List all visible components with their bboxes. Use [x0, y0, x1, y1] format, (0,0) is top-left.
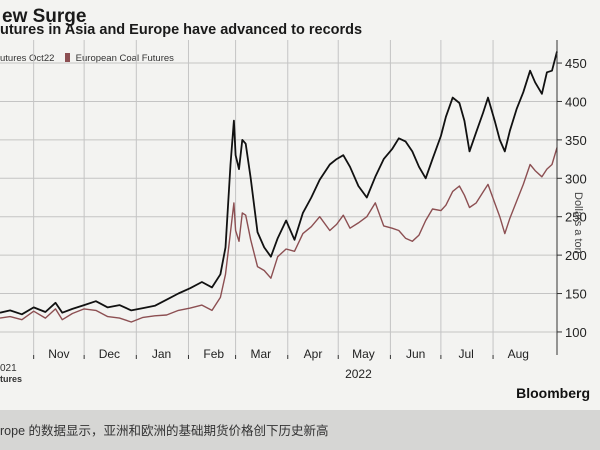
- legend-swatch-europe: [65, 53, 71, 62]
- legend: utures Oct22 European Coal Futures: [0, 53, 174, 67]
- x-tick-label: Jan: [152, 347, 171, 361]
- y-tick-label: 150: [565, 287, 587, 302]
- footer-left-label: tures: [0, 374, 23, 384]
- chart-card: ew Surge utures in Asia and Europe have …: [0, 0, 600, 410]
- series-line-europe: [0, 147, 558, 323]
- y-tick-label: 300: [565, 171, 587, 186]
- x-tick-label: Nov: [48, 347, 69, 361]
- x-tick-label: Aug: [508, 347, 529, 361]
- x-tick-label: Apr: [304, 347, 323, 361]
- x-tick-label: Jul: [458, 347, 473, 361]
- x-tick-label: Mar: [250, 347, 271, 361]
- chart-title: ew Surge: [2, 6, 87, 27]
- y-tick-label: 250: [565, 210, 587, 225]
- year-label-left: 021: [0, 363, 17, 374]
- legend-label-asia: utures Oct22: [0, 53, 55, 64]
- x-tick-label: Jun: [406, 347, 425, 361]
- y-tick-label: 350: [565, 133, 587, 148]
- x-tick-label: May: [352, 347, 375, 361]
- y-axis-title: Dollars a ton: [572, 192, 584, 254]
- x-tick-label: Dec: [99, 347, 120, 361]
- bloomberg-logo: Bloomberg: [516, 385, 590, 401]
- legend-label-europe: European Coal Futures: [75, 53, 174, 64]
- series-layer: [0, 51, 558, 323]
- y-tick-label: 400: [565, 94, 587, 109]
- chart-plot: 100 150 200 250 300 350 400 450 Nov Dec Jan Feb Mar A…: [0, 40, 587, 381]
- caption-text: rope 的数据显示，亚洲和欧洲的基础期货价格创下历史新高: [0, 424, 329, 438]
- y-tick-label: 100: [565, 325, 587, 340]
- axes: 100 150 200 250 300 350 400 450 Nov Dec Jan Feb Mar A…: [33, 40, 587, 381]
- x-tick-label: Feb: [203, 347, 224, 361]
- chart-subtitle: utures in Asia and Europe have advanced …: [0, 22, 363, 38]
- y-tick-label: 450: [565, 56, 587, 71]
- grid-lines: [0, 40, 557, 355]
- y-tick-label: 200: [565, 248, 587, 263]
- series-line-asia: [0, 51, 558, 316]
- year-label-center: 2022: [345, 367, 372, 381]
